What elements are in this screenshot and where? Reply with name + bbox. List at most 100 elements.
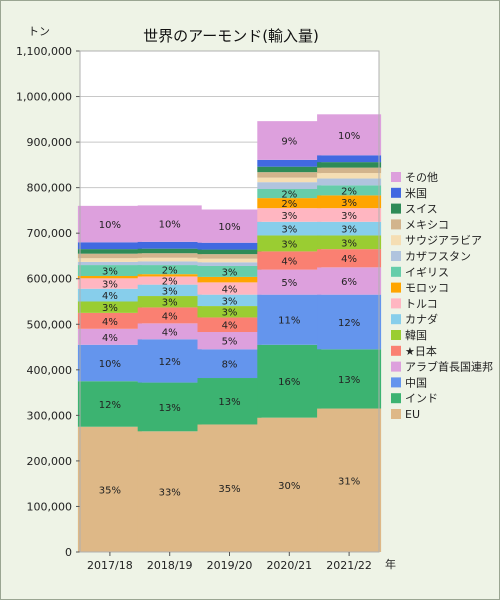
legend-label: EU [405, 408, 420, 421]
bar-segment [77, 258, 142, 262]
x-tick-label: 2017/18 [87, 559, 133, 572]
bars-layer: 35%12%10%4%4%3%4%3%3%10%33%13%12%4%4%3%3… [77, 114, 382, 552]
bar-data-label: 35% [218, 484, 240, 495]
bar-segment [197, 332, 262, 350]
bar-segment [317, 208, 382, 222]
bar-segment [317, 162, 382, 168]
bar-segment [257, 172, 322, 178]
bar-segment [77, 265, 142, 276]
legend-swatch [391, 409, 401, 419]
legend-label: カナダ [405, 312, 438, 326]
bar-data-label: 3% [102, 303, 118, 314]
bar-segment [197, 242, 262, 250]
bar-data-label: 13% [338, 375, 360, 386]
legend-label: インド [405, 392, 438, 405]
bar-data-label: 3% [162, 286, 178, 297]
bar-segment [257, 182, 322, 190]
bar-segment [77, 242, 142, 250]
bar-segment [197, 258, 262, 263]
bar-data-label: 3% [102, 280, 118, 291]
x-tick-label: 2019/20 [207, 559, 253, 572]
legend-label: カザフスタン [405, 250, 471, 263]
bar-segment [197, 209, 262, 243]
bar-data-label: 5% [281, 278, 297, 289]
bar-segment [317, 408, 382, 552]
bar-data-label: 10% [159, 220, 181, 231]
bar-data-label: 10% [338, 131, 360, 142]
bar-data-label: 6% [341, 277, 357, 288]
legend-label: 米国 [405, 187, 427, 200]
bar-segment [257, 417, 322, 552]
bar-data-label: 4% [341, 254, 357, 265]
bar-segment [77, 275, 142, 279]
legend-label: スイス [405, 203, 438, 216]
legend-swatch [391, 251, 401, 261]
bar-data-label: 10% [99, 359, 121, 370]
legend-swatch [391, 345, 401, 356]
legend-swatch [391, 219, 401, 230]
legend-label: アラブ首長国連邦 [405, 360, 493, 374]
legend-swatch [391, 266, 401, 277]
bar-data-label: 3% [341, 225, 357, 236]
bar-segment [77, 253, 142, 259]
bar-segment [257, 221, 322, 236]
bar-segment [317, 221, 382, 236]
bar-data-label: 4% [102, 291, 118, 302]
bar-segment [197, 317, 262, 333]
bar-segment [317, 294, 382, 350]
legend-swatch [391, 235, 401, 246]
bar-segment [257, 159, 322, 167]
chart-title: 世界のアーモンド(輸入量) [143, 27, 319, 45]
bar-data-label: 2% [281, 190, 297, 201]
bar-segment [317, 167, 382, 174]
legend: その他米国スイスメキシコサウジアラビアカザフスタンイギリスモロッコトルコカナダ韓… [391, 171, 493, 421]
bar-segment [137, 296, 202, 308]
bar-segment [257, 198, 322, 209]
bar-data-label: 2% [162, 277, 178, 288]
bar-segment [197, 254, 262, 259]
bar-segment [197, 282, 262, 295]
legend-label: トルコ [405, 297, 438, 310]
bar-segment [317, 178, 382, 186]
y-tick-label: 800,000 [27, 182, 73, 195]
legend-label: イギリス [405, 266, 449, 279]
bar-segment [317, 185, 382, 196]
axis-layer: 0 100,000 200,000 300,000 400,000 500,000 600,… [16, 45, 380, 572]
legend-swatch [391, 203, 401, 214]
legend-swatch [391, 298, 401, 309]
bar-data-label: 10% [218, 222, 240, 233]
bar-data-label: 11% [278, 316, 300, 327]
x-tick-label: 2018/19 [147, 559, 193, 572]
y-tick-label: 300,000 [27, 409, 73, 422]
bar-segment [197, 378, 262, 425]
legend-swatch [391, 172, 401, 182]
bar-segment [257, 121, 322, 160]
legend-label: モロッコ [405, 282, 449, 295]
bar-data-label: 4% [281, 257, 297, 268]
bar-data-label: 3% [222, 308, 238, 319]
bar-segment [197, 306, 262, 318]
bar-segment [197, 249, 262, 255]
y-tick-label: 100,000 [27, 500, 73, 513]
bar-data-label: 2% [341, 186, 357, 197]
y-tick-label: 1,100,000 [16, 45, 72, 58]
y-tick-label: 500,000 [27, 318, 73, 331]
legend-swatch [391, 282, 401, 293]
legend-label: 韓国 [405, 329, 427, 342]
bar-segment [317, 195, 382, 209]
y-tick-label: 400,000 [27, 364, 73, 377]
legend-label: サウジアラビア [405, 234, 482, 247]
bar-data-label: 12% [338, 318, 360, 329]
bar-segment [317, 267, 382, 295]
bar-data-label: 10% [99, 220, 121, 231]
bar-data-label: 4% [162, 327, 178, 338]
bar-segment [77, 344, 142, 382]
x-tick-label: 2021/22 [326, 559, 372, 572]
bar-segment [137, 248, 202, 254]
bar-segment [197, 262, 262, 266]
legend-label: ★日本 [405, 344, 437, 358]
bar-data-label: 16% [278, 377, 300, 388]
legend-label: メキシコ [405, 218, 449, 231]
bar-data-label: 3% [222, 267, 238, 278]
bar-segment [77, 312, 142, 329]
